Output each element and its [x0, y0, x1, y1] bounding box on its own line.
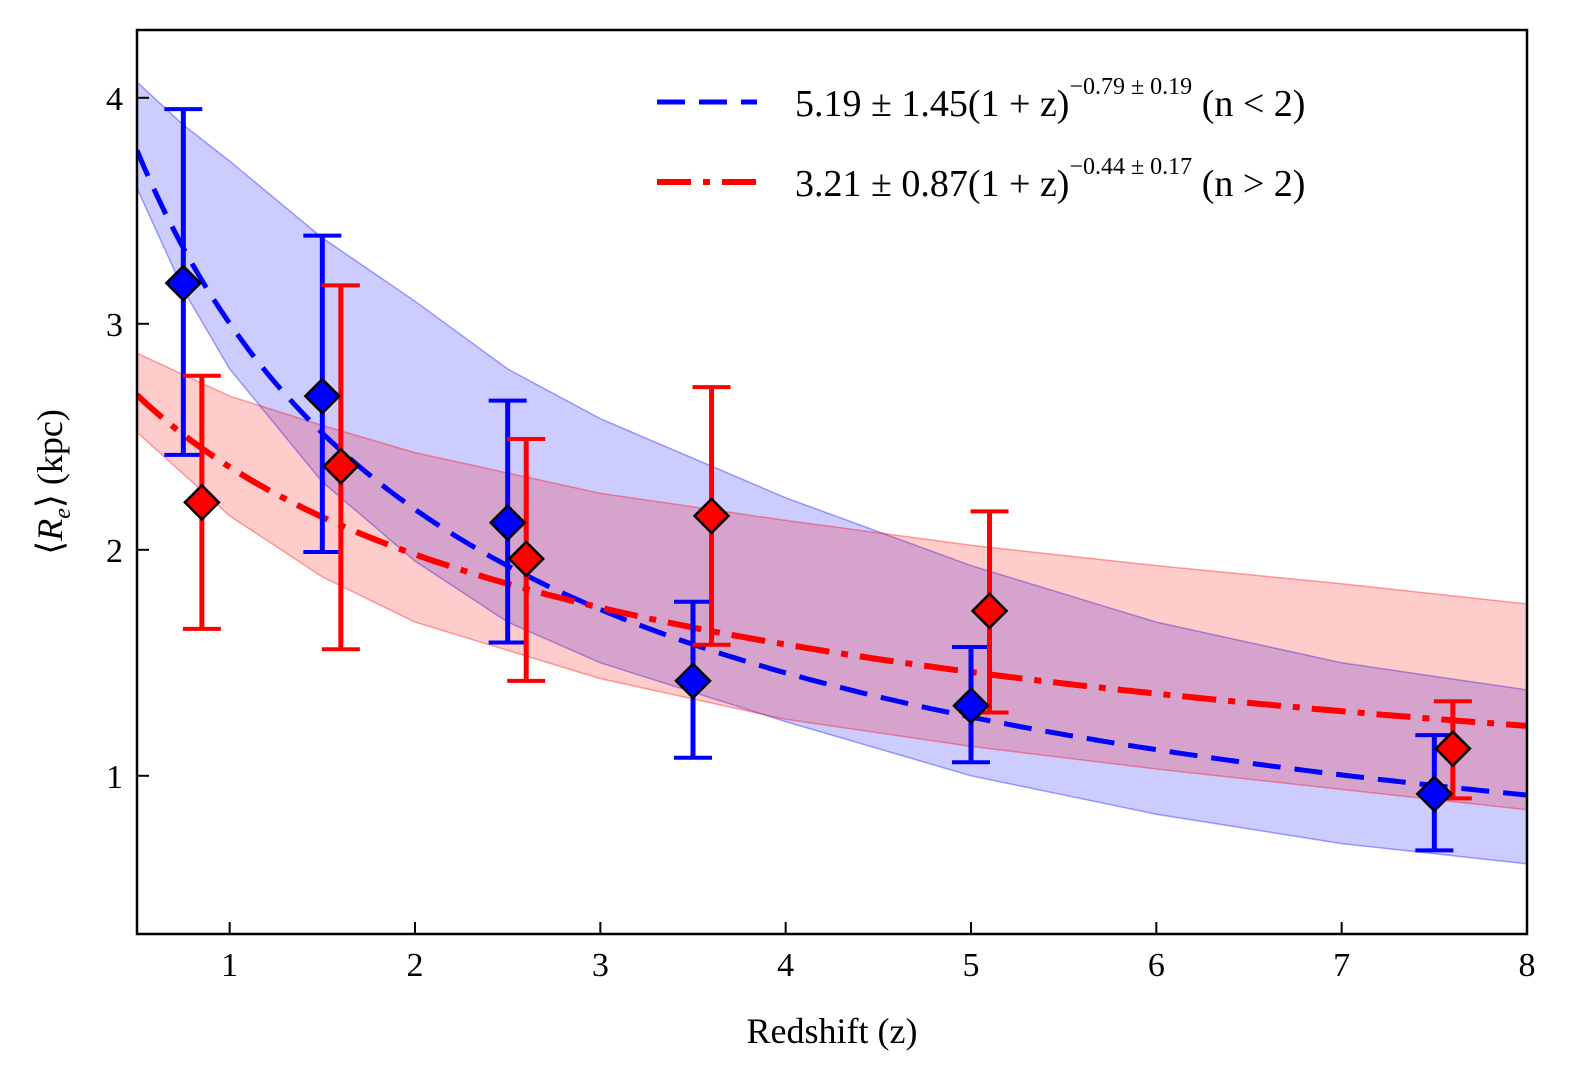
x-tick-label: 5 [963, 947, 980, 984]
fit-curves [137, 149, 1527, 798]
confidence-band-1 [137, 352, 1527, 811]
legend-entry-0: 5.19 ± 1.45(1 + z)−0.79 ± 0.19 (n < 2) [657, 74, 1305, 125]
fit-curve-1 [137, 392, 1527, 729]
fit-curve-0 [137, 149, 1527, 798]
legend-label-0: 5.19 ± 1.45(1 + z)−0.79 ± 0.19 (n < 2) [795, 74, 1305, 125]
x-tick-label: 4 [777, 947, 794, 984]
data-point-0-2 [488, 503, 527, 542]
data-point-0-0 [164, 264, 203, 302]
x-tick-label: 7 [1333, 947, 1350, 984]
y-tick-label: 3 [106, 307, 123, 344]
x-tick-label: 3 [592, 947, 609, 984]
x-tick-label: 1 [221, 947, 238, 984]
data-point-0-5 [1415, 775, 1454, 813]
y-axis-title: ⟨Re⟩ (kpc) [30, 409, 76, 555]
x-axis-title: Redshift (z) [747, 1011, 918, 1051]
data-markers [164, 264, 1472, 813]
plot-frame [135, 28, 1529, 936]
y-tick-label: 4 [106, 81, 123, 118]
legend-label-1: 3.21 ± 0.87(1 + z)−0.44 ± 0.17 (n > 2) [795, 154, 1305, 205]
data-point-1-4 [970, 592, 1009, 630]
data-point-0-4 [952, 686, 990, 725]
data-point-1-5 [1434, 729, 1472, 768]
data-point-0-3 [674, 662, 712, 700]
y-tick-label: 2 [106, 533, 123, 570]
data-point-1-2 [507, 540, 545, 578]
data-point-0-1 [303, 377, 342, 415]
x-tick-label: 8 [1519, 947, 1536, 984]
legend: 5.19 ± 1.45(1 + z)−0.79 ± 0.19 (n < 2) 3.… [657, 74, 1305, 205]
data-point-1-3 [692, 497, 731, 535]
data-point-1-0 [183, 483, 221, 522]
y-axis-ticks: 1 2 3 4 [106, 81, 149, 796]
data-point-1-1 [322, 447, 360, 485]
x-tick-label: 6 [1148, 947, 1165, 984]
x-tick-label: 2 [407, 947, 424, 984]
x-axis-ticks: 1 2 3 4 5 6 7 8 [221, 922, 1536, 984]
legend-entry-1: 3.21 ± 0.87(1 + z)−0.44 ± 0.17 (n > 2) [657, 154, 1305, 205]
y-tick-label: 1 [106, 759, 123, 796]
